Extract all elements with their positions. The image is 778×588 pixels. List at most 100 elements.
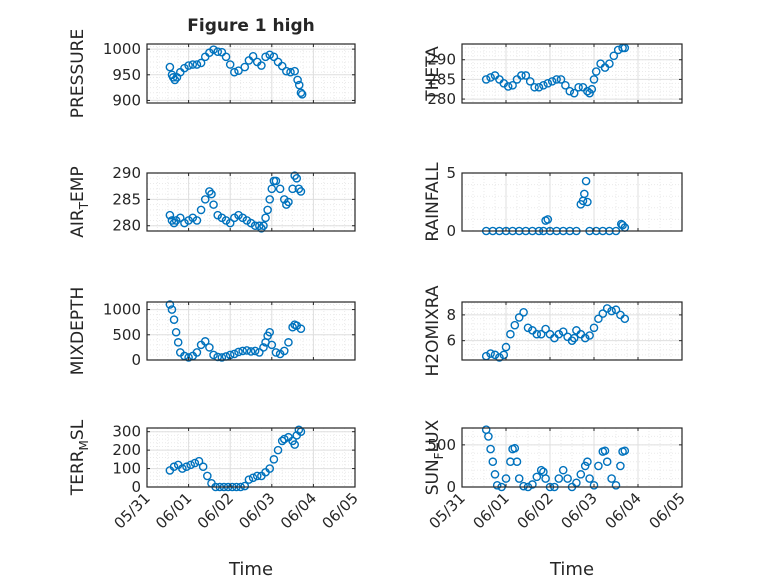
y-tick-label: 300: [112, 423, 141, 441]
data-point: [259, 221, 268, 231]
data-point: [200, 195, 210, 204]
data-point: [519, 308, 528, 317]
data-point: [517, 71, 526, 80]
data-point: [170, 75, 180, 85]
data-point: [292, 173, 302, 183]
data-point: [508, 81, 517, 90]
data-point: [530, 82, 539, 92]
data-point: [259, 343, 268, 352]
data-point: [198, 462, 208, 472]
data-point: [225, 218, 235, 228]
data-point: [611, 305, 621, 315]
data-point: [205, 343, 214, 352]
x-axis-label: Time: [228, 559, 273, 580]
data-point: [587, 84, 597, 94]
data-point: [246, 347, 256, 356]
y-tick-label: 1000: [103, 301, 141, 319]
data-point: [293, 75, 302, 85]
x-tick-label: 06/04: [277, 489, 320, 532]
data-point: [192, 348, 202, 357]
data-point: [486, 73, 495, 82]
data-point: [519, 481, 528, 491]
data-point: [171, 327, 181, 337]
data-point: [265, 464, 275, 473]
data-point: [499, 350, 509, 360]
data-point: [165, 210, 175, 220]
axes-box: [146, 43, 356, 104]
data-point: [257, 61, 266, 70]
data-point: [213, 47, 223, 56]
y-tick-label: 0: [131, 351, 141, 369]
y-tick-label: 500: [112, 326, 141, 344]
data-point: [279, 346, 289, 356]
data-point: [282, 66, 291, 76]
data-point: [290, 66, 299, 76]
data-point: [618, 220, 627, 230]
data-point: [547, 77, 557, 86]
data-point: [583, 86, 592, 96]
data-point: [605, 59, 614, 68]
y-tick-label: 1000: [103, 40, 141, 58]
data-point: [501, 474, 511, 483]
data-point: [196, 205, 206, 215]
data-point: [207, 189, 216, 199]
y-tick-label: 950: [112, 66, 141, 84]
data-point: [234, 66, 243, 75]
data-point: [277, 436, 287, 446]
data-point: [261, 213, 270, 223]
y-axis-label: SUNFLUX: [423, 419, 446, 495]
data-point: [492, 481, 502, 490]
axes-box: [146, 172, 356, 232]
data-point: [165, 62, 175, 72]
data-point: [536, 329, 546, 339]
figure-title: Figure 1 high: [187, 16, 315, 36]
data-point: [196, 58, 206, 68]
data-point: [501, 342, 511, 352]
data-point: [594, 461, 603, 471]
data-point: [569, 88, 579, 98]
data-point: [541, 474, 550, 483]
data-point: [528, 480, 537, 489]
y-axis-label: THETA: [423, 46, 443, 102]
data-point: [248, 52, 258, 61]
data-point: [536, 465, 546, 475]
x-tick-label: 06/03: [235, 489, 278, 532]
data-point: [481, 75, 491, 84]
data-point: [574, 82, 583, 92]
data-point: [267, 184, 277, 194]
data-point: [244, 56, 254, 65]
chart-panel-top-left: 900 950 1000 PRESSURE: [68, 29, 356, 118]
data-point: [488, 457, 498, 467]
y-tick-label: 5: [446, 164, 456, 182]
y-tick-label: 0: [446, 222, 456, 240]
data-point: [598, 309, 608, 318]
data-point: [188, 60, 198, 69]
data-point: [490, 470, 500, 479]
y-tick-label: 8: [446, 306, 456, 324]
y-axis-label: MIXDEPTH: [68, 287, 88, 376]
data-point: [209, 200, 218, 209]
y-tick-label: 0: [131, 478, 141, 496]
data-point: [512, 457, 522, 467]
y-axis-label: PRESSURE: [68, 29, 88, 118]
data-point: [286, 67, 295, 77]
data-point: [558, 465, 568, 475]
data-point: [589, 323, 599, 333]
data-point: [296, 88, 306, 98]
data-point: [484, 432, 493, 441]
data-point: [225, 60, 235, 69]
x-tick-label: 06/05: [319, 489, 362, 532]
y-tick-label: 500: [427, 436, 456, 454]
axes-box: [146, 427, 356, 488]
data-point: [490, 350, 500, 360]
data-point: [261, 52, 270, 62]
data-point: [165, 300, 175, 309]
data-point: [167, 305, 177, 314]
x-tick-label: 06/01: [152, 489, 195, 532]
data-point: [539, 81, 548, 90]
data-point: [521, 71, 531, 80]
x-tick-label: 06/02: [514, 489, 557, 532]
